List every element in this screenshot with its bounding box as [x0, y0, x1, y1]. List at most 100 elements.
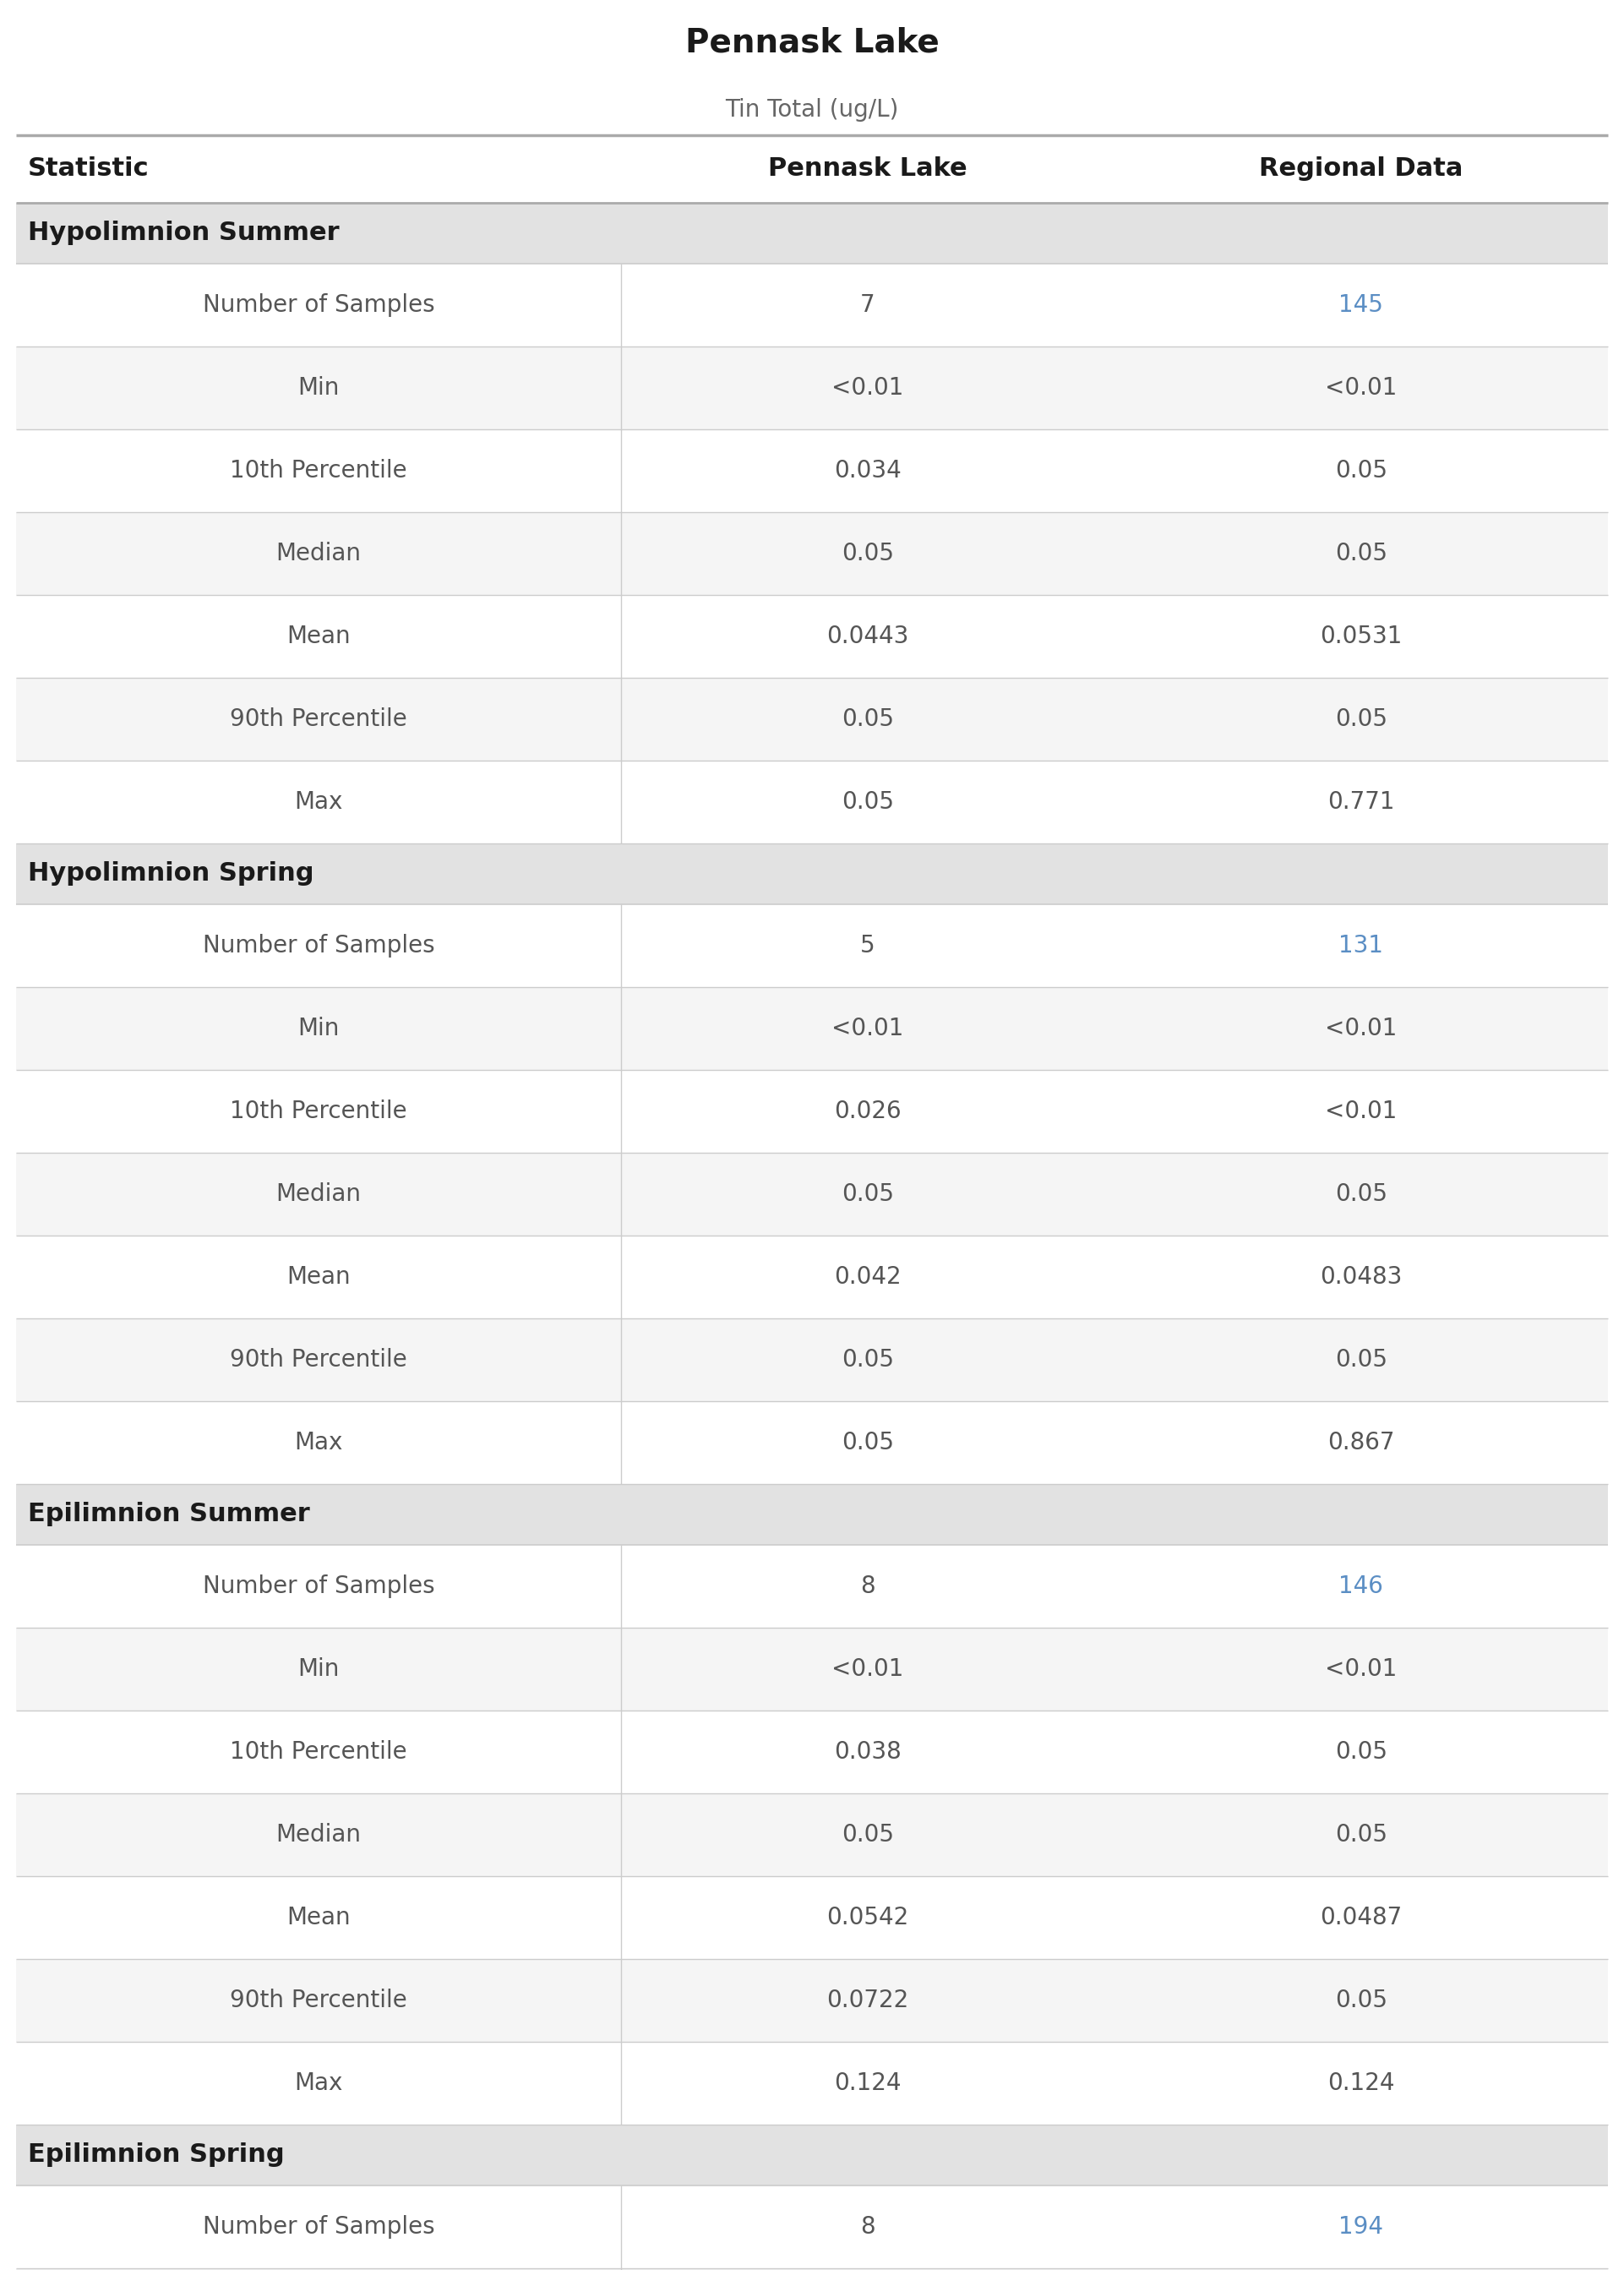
Bar — [16, 2186, 1608, 2268]
Text: Mean: Mean — [287, 624, 351, 649]
Text: 0.05: 0.05 — [1335, 1989, 1387, 2011]
Text: 194: 194 — [1338, 2216, 1384, 2238]
Bar — [16, 1069, 1608, 1153]
Text: 0.0542: 0.0542 — [827, 1907, 909, 1930]
Text: 0.05: 0.05 — [1335, 543, 1387, 565]
Text: 0.0722: 0.0722 — [827, 1989, 909, 2011]
Bar — [16, 1877, 1608, 1959]
Text: 0.0483: 0.0483 — [1320, 1264, 1402, 1289]
Text: Hypolimnion Spring: Hypolimnion Spring — [28, 863, 313, 885]
Bar — [16, 1546, 1608, 1628]
Text: Pennask Lake: Pennask Lake — [685, 27, 939, 59]
Bar — [16, 1153, 1608, 1235]
Text: Number of Samples: Number of Samples — [203, 933, 435, 958]
Bar — [16, 1628, 1608, 1712]
Text: 10th Percentile: 10th Percentile — [231, 1741, 408, 1764]
Bar — [16, 136, 1608, 202]
Text: Hypolimnion Summer: Hypolimnion Summer — [28, 220, 339, 245]
Text: 131: 131 — [1338, 933, 1384, 958]
Text: Min: Min — [297, 1017, 339, 1040]
Text: Median: Median — [276, 543, 361, 565]
Bar — [16, 1793, 1608, 1877]
Text: Pennask Lake: Pennask Lake — [768, 157, 968, 182]
Bar — [16, 202, 1608, 263]
Text: Min: Min — [297, 377, 339, 400]
Bar — [16, 1959, 1608, 2041]
Text: 0.0443: 0.0443 — [827, 624, 909, 649]
Bar — [16, 2041, 1608, 2125]
Text: Mean: Mean — [287, 1907, 351, 1930]
Text: 0.05: 0.05 — [841, 790, 893, 815]
Text: Min: Min — [297, 1657, 339, 1682]
Text: Max: Max — [294, 790, 343, 815]
Text: 0.038: 0.038 — [835, 1741, 901, 1764]
Bar — [16, 429, 1608, 513]
Text: 0.042: 0.042 — [835, 1264, 901, 1289]
Text: 0.05: 0.05 — [841, 1823, 893, 1846]
Text: 8: 8 — [861, 1575, 875, 1598]
Text: 5: 5 — [861, 933, 875, 958]
Text: 90th Percentile: 90th Percentile — [231, 1989, 408, 2011]
Text: Regional Data: Regional Data — [1259, 157, 1463, 182]
Text: <0.01: <0.01 — [831, 1657, 905, 1682]
Text: 0.05: 0.05 — [841, 1183, 893, 1205]
Bar — [16, 595, 1608, 679]
Bar — [16, 844, 1608, 903]
Text: Median: Median — [276, 1183, 361, 1205]
Text: Max: Max — [294, 2073, 343, 2095]
Text: 0.0531: 0.0531 — [1320, 624, 1402, 649]
Bar — [16, 1319, 1608, 1401]
Bar — [16, 1235, 1608, 1319]
Text: 0.867: 0.867 — [1327, 1430, 1395, 1455]
Bar — [16, 987, 1608, 1069]
Text: 0.05: 0.05 — [1335, 459, 1387, 484]
Text: Epilimnion Spring: Epilimnion Spring — [28, 2143, 284, 2168]
Bar — [16, 1485, 1608, 1546]
Text: 0.05: 0.05 — [1335, 708, 1387, 731]
Text: 0.034: 0.034 — [835, 459, 901, 484]
Text: <0.01: <0.01 — [831, 377, 905, 400]
Bar — [16, 263, 1608, 347]
Text: Epilimnion Summer: Epilimnion Summer — [28, 1503, 310, 1528]
Text: Number of Samples: Number of Samples — [203, 1575, 435, 1598]
Text: 0.0487: 0.0487 — [1320, 1907, 1402, 1930]
Text: 10th Percentile: 10th Percentile — [231, 1099, 408, 1124]
Text: 146: 146 — [1338, 1575, 1384, 1598]
Text: 0.05: 0.05 — [1335, 1823, 1387, 1846]
Text: Number of Samples: Number of Samples — [203, 293, 435, 318]
Text: 7: 7 — [861, 293, 875, 318]
Text: 10th Percentile: 10th Percentile — [231, 459, 408, 484]
Text: Number of Samples: Number of Samples — [203, 2216, 435, 2238]
Bar — [16, 513, 1608, 595]
Text: <0.01: <0.01 — [831, 1017, 905, 1040]
Text: <0.01: <0.01 — [1325, 377, 1397, 400]
Text: <0.01: <0.01 — [1325, 1099, 1397, 1124]
Bar — [16, 347, 1608, 429]
Bar — [16, 1712, 1608, 1793]
Bar — [16, 760, 1608, 844]
Text: 90th Percentile: 90th Percentile — [231, 1348, 408, 1371]
Text: 0.05: 0.05 — [1335, 1348, 1387, 1371]
Text: 0.05: 0.05 — [841, 708, 893, 731]
Text: <0.01: <0.01 — [1325, 1017, 1397, 1040]
Bar — [16, 2125, 1608, 2186]
Text: 0.026: 0.026 — [835, 1099, 901, 1124]
Bar — [16, 1401, 1608, 1485]
Text: Median: Median — [276, 1823, 361, 1846]
Text: 0.05: 0.05 — [1335, 1183, 1387, 1205]
Bar — [16, 903, 1608, 987]
Text: 90th Percentile: 90th Percentile — [231, 708, 408, 731]
Text: 0.771: 0.771 — [1327, 790, 1395, 815]
Text: 145: 145 — [1338, 293, 1384, 318]
Text: Max: Max — [294, 1430, 343, 1455]
Text: 0.124: 0.124 — [1327, 2073, 1395, 2095]
Text: <0.01: <0.01 — [1325, 1657, 1397, 1682]
Text: 0.05: 0.05 — [841, 543, 893, 565]
Text: 8: 8 — [861, 2216, 875, 2238]
Text: Tin Total (ug/L): Tin Total (ug/L) — [726, 98, 898, 123]
Text: 0.05: 0.05 — [1335, 1741, 1387, 1764]
Text: 0.05: 0.05 — [841, 1348, 893, 1371]
Text: 0.124: 0.124 — [835, 2073, 901, 2095]
Text: Statistic: Statistic — [28, 157, 149, 182]
Text: 0.05: 0.05 — [841, 1430, 893, 1455]
